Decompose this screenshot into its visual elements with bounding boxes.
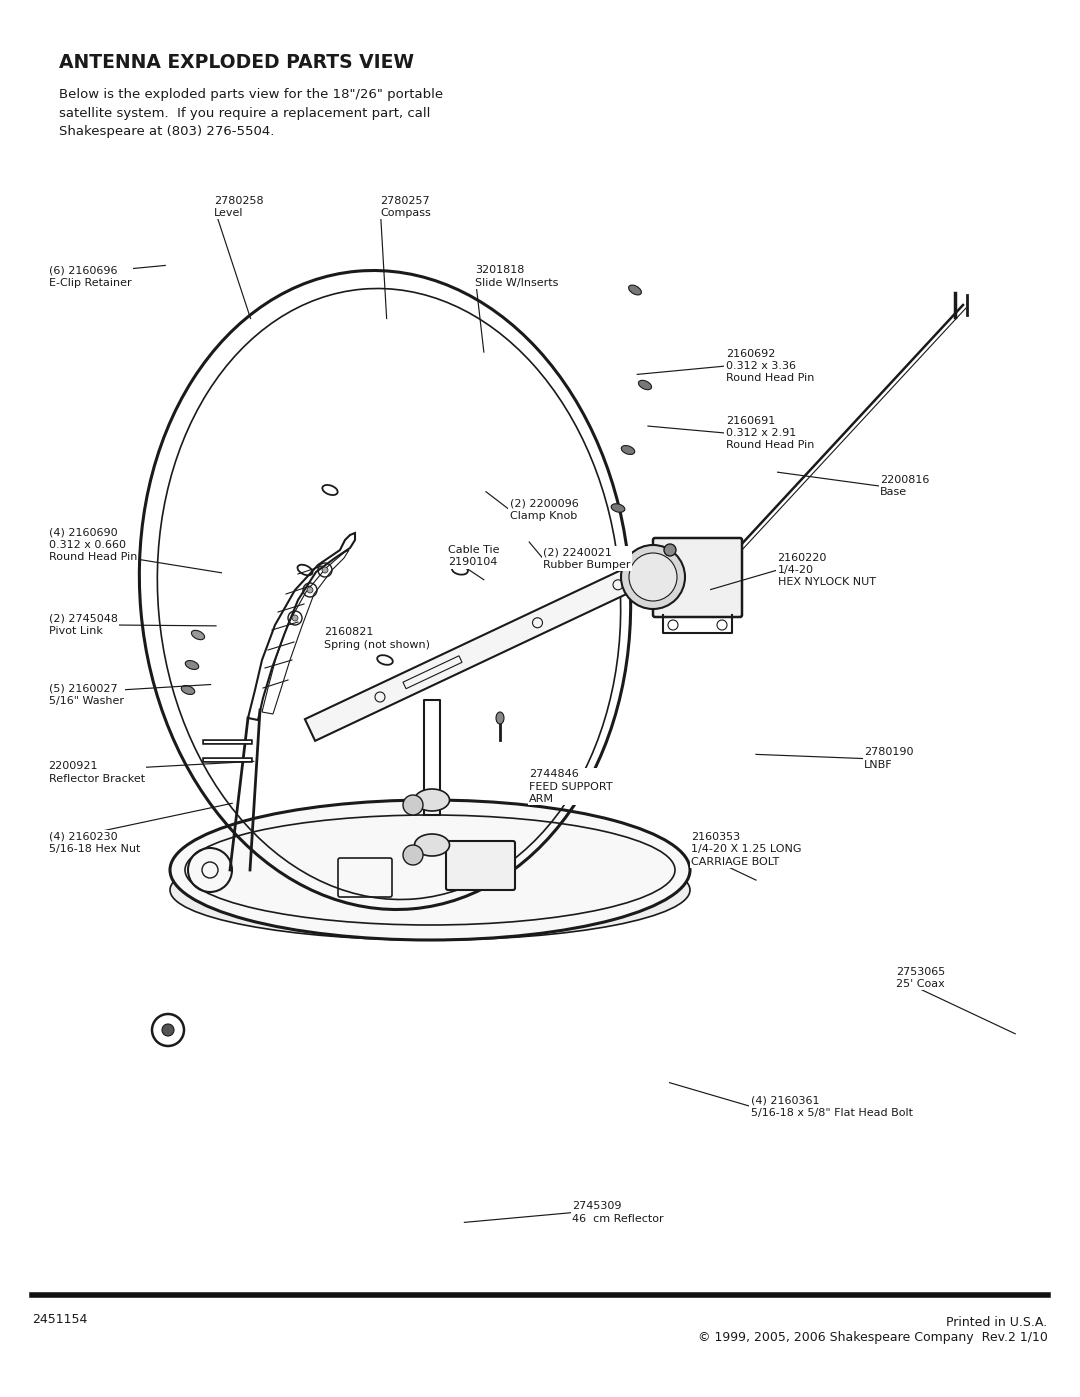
Circle shape — [292, 615, 298, 622]
Text: (5) 2160027
5/16" Washer: (5) 2160027 5/16" Washer — [49, 683, 123, 705]
Text: (2) 2200096
Clamp Knob: (2) 2200096 Clamp Knob — [510, 499, 579, 521]
Ellipse shape — [415, 789, 449, 812]
Text: Printed in U.S.A.
© 1999, 2005, 2006 Shakespeare Company  Rev.2 1/10: Printed in U.S.A. © 1999, 2005, 2006 Sha… — [698, 1316, 1048, 1344]
Text: 2780258
Level: 2780258 Level — [214, 196, 264, 218]
Ellipse shape — [415, 834, 449, 856]
Text: ANTENNA EXPLODED PARTS VIEW: ANTENNA EXPLODED PARTS VIEW — [59, 53, 415, 73]
Text: 2160220
1/4-20
HEX NYLOCK NUT: 2160220 1/4-20 HEX NYLOCK NUT — [778, 553, 876, 587]
Ellipse shape — [191, 630, 204, 640]
Text: (4) 2160361
5/16-18 x 5/8" Flat Head Bolt: (4) 2160361 5/16-18 x 5/8" Flat Head Bol… — [751, 1095, 913, 1118]
Text: (4) 2160230
5/16-18 Hex Nut: (4) 2160230 5/16-18 Hex Nut — [49, 831, 140, 854]
Circle shape — [403, 845, 423, 865]
Text: 2200921
Reflector Bracket: 2200921 Reflector Bracket — [49, 761, 145, 784]
Ellipse shape — [638, 380, 651, 390]
Ellipse shape — [611, 504, 625, 513]
Circle shape — [403, 795, 423, 814]
Text: 2744846
FEED SUPPORT
ARM: 2744846 FEED SUPPORT ARM — [529, 770, 612, 803]
FancyBboxPatch shape — [446, 841, 515, 890]
FancyBboxPatch shape — [653, 538, 742, 617]
Text: 2753065
25' Coax: 2753065 25' Coax — [896, 967, 946, 989]
Text: 2780257
Compass: 2780257 Compass — [380, 196, 431, 218]
Text: 2745309
46  cm Reflector: 2745309 46 cm Reflector — [572, 1201, 664, 1224]
Text: Cable Tie
2190104: Cable Tie 2190104 — [448, 545, 500, 567]
Text: (2) 2240021
Rubber Bumper: (2) 2240021 Rubber Bumper — [543, 548, 631, 570]
Text: 3201818
Slide W/Inserts: 3201818 Slide W/Inserts — [475, 265, 558, 288]
Text: Below is the exploded parts view for the 18"/26" portable
satellite system.  If : Below is the exploded parts view for the… — [59, 88, 444, 138]
Circle shape — [322, 567, 328, 573]
Circle shape — [664, 543, 676, 556]
Ellipse shape — [186, 661, 199, 669]
Text: (6) 2160696
E-Clip Retainer: (6) 2160696 E-Clip Retainer — [49, 265, 132, 288]
Circle shape — [629, 553, 677, 601]
Text: 2160692
0.312 x 3.36
Round Head Pin: 2160692 0.312 x 3.36 Round Head Pin — [726, 349, 814, 383]
Circle shape — [307, 587, 313, 592]
Text: 2160821
Spring (not shown): 2160821 Spring (not shown) — [324, 627, 430, 650]
Text: (2) 2745048
Pivot Link: (2) 2745048 Pivot Link — [49, 613, 118, 636]
Text: (4) 2160690
0.312 x 0.660
Round Head Pin: (4) 2160690 0.312 x 0.660 Round Head Pin — [49, 528, 137, 562]
Ellipse shape — [170, 840, 690, 940]
Text: 2160353
1/4-20 X 1.25 LONG
CARRIAGE BOLT: 2160353 1/4-20 X 1.25 LONG CARRIAGE BOLT — [691, 833, 801, 866]
Ellipse shape — [496, 712, 504, 724]
Circle shape — [621, 545, 685, 609]
Ellipse shape — [170, 800, 690, 940]
Ellipse shape — [621, 446, 635, 454]
Text: 2160691
0.312 x 2.91
Round Head Pin: 2160691 0.312 x 2.91 Round Head Pin — [726, 416, 814, 450]
Text: 2200816
Base: 2200816 Base — [880, 475, 930, 497]
Text: 2780190
LNBF: 2780190 LNBF — [864, 747, 914, 770]
Ellipse shape — [629, 285, 642, 295]
Text: 2451154: 2451154 — [32, 1313, 87, 1326]
Circle shape — [162, 1024, 174, 1037]
Polygon shape — [305, 555, 665, 740]
Ellipse shape — [181, 686, 194, 694]
